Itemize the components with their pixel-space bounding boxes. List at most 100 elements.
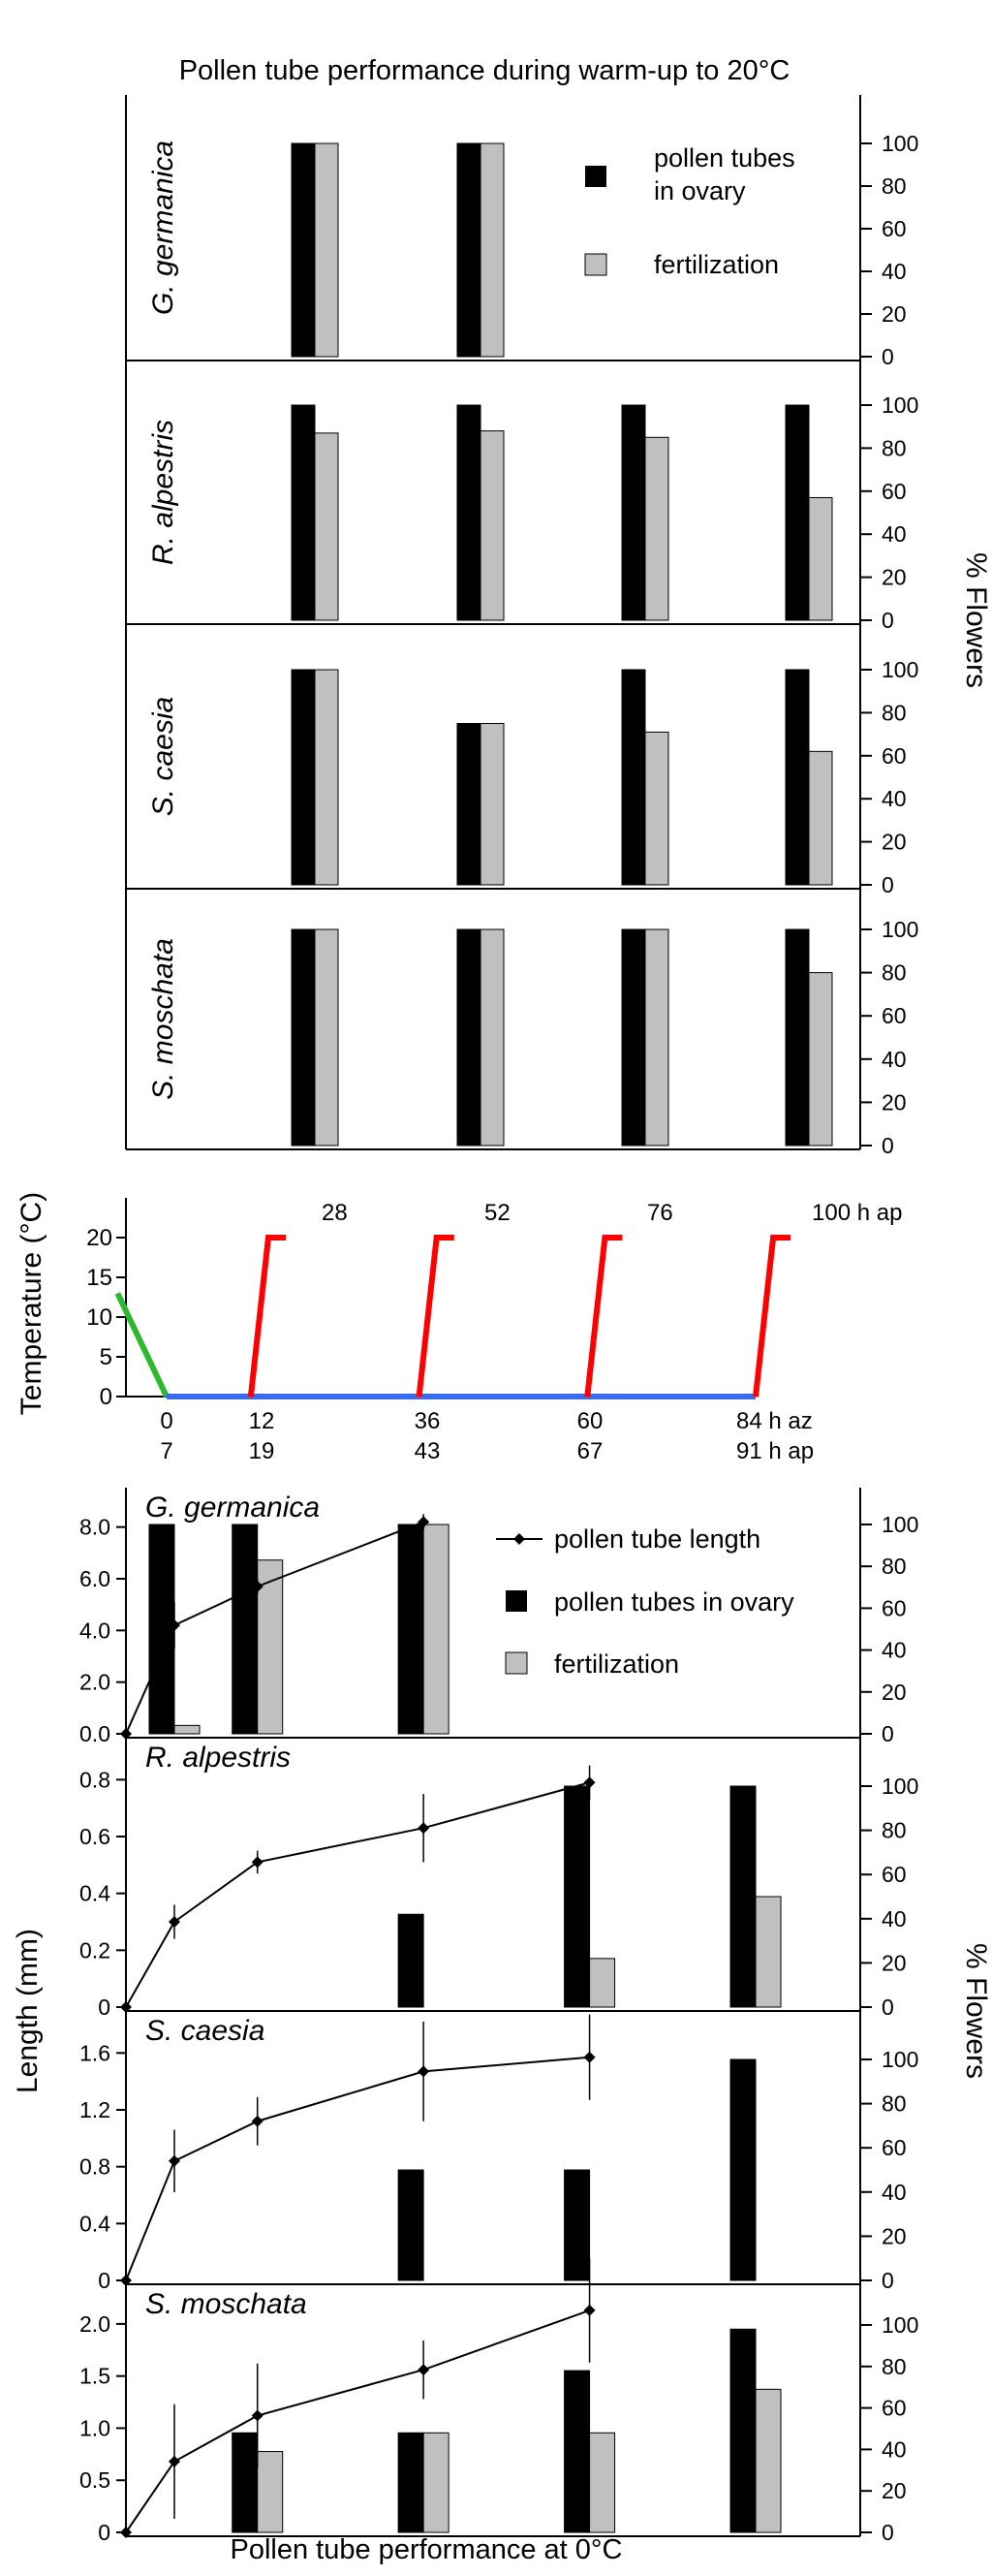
bottom-g-germanica-right-tick-label: 0 xyxy=(882,1721,894,1746)
bottom-g-germanica-length-point xyxy=(418,1516,430,1528)
bottom-s-caesia-left-tick-label: 1.2 xyxy=(79,2097,110,2122)
bottom-r-alpestris-left-tick-label: 0 xyxy=(98,1995,110,2020)
top-s-caesia-tubes-bar xyxy=(456,723,481,886)
top-s-moschata-tubes-bar xyxy=(785,928,810,1147)
top-g-germanica-tubes-bar xyxy=(291,142,316,358)
top-g-germanica-tick-label: 100 xyxy=(882,131,918,156)
bottom-s-moschata-length-point xyxy=(583,2304,596,2316)
bottom-ylabel-left: Length (mm) xyxy=(12,1929,44,2093)
top-r-alpestris-tick-label: 60 xyxy=(882,479,907,504)
bottom-r-alpestris-right-tick-label: 40 xyxy=(882,1906,907,1932)
bottom-s-moschata-left-tick-label: 0.5 xyxy=(79,2467,110,2493)
bottom-g-germanica-fert-bar xyxy=(422,1524,450,1735)
top-s-caesia-fert-bar xyxy=(644,731,669,886)
top-chart: 0 20 40 60 80 100 G. germanica 0 20 40 60 80 100 R. a… xyxy=(125,95,992,1158)
bottom-g-germanica-right-tick-label: 60 xyxy=(882,1595,907,1620)
top-g-germanica-species-label: G. germanica xyxy=(147,141,179,315)
temp-line-warm-up-3 xyxy=(584,1235,623,1398)
top-s-moschata-fert-bar xyxy=(808,972,833,1147)
bottom-s-moschata-left-tick-label: 1.5 xyxy=(79,2364,110,2389)
bottom-title: Pollen tube performance at 0°C xyxy=(231,2534,623,2565)
bottom-s-caesia-species-label: S. caesia xyxy=(145,2015,264,2047)
bottom-s-caesia-right-tick-label: 0 xyxy=(882,2268,894,2293)
bottom-s-caesia-length-point xyxy=(251,2115,264,2127)
top-r-alpestris-tick-label: 100 xyxy=(882,393,918,418)
bottom-r-alpestris-right-tick-label: 80 xyxy=(882,1818,907,1843)
bottom-r-alpestris-left-tick-label: 0.8 xyxy=(79,1767,110,1792)
bottom-r-alpestris-left-tick-label: 0.4 xyxy=(79,1881,110,1906)
top-s-caesia-tick-label: 20 xyxy=(882,830,907,855)
temp-az-label: 0 xyxy=(160,1408,172,1434)
bottom-legend-fert-text: fertilization xyxy=(554,1649,679,1679)
bottom-s-moschata-fert-bar xyxy=(422,2432,450,2533)
bottom-s-caesia-left-tick-label: 0.8 xyxy=(79,2154,110,2180)
temp-az-label: 60 xyxy=(577,1408,604,1434)
bottom-s-caesia-length-point xyxy=(120,2275,132,2286)
top-s-moschata-fert-bar xyxy=(644,928,669,1147)
temp-az-label: 12 xyxy=(249,1408,275,1434)
bottom-s-moschata-fert-bar xyxy=(257,2451,284,2533)
bottom-g-germanica-left-tick-label: 0.0 xyxy=(79,1721,110,1746)
bottom-g-germanica-left-tick-label: 6.0 xyxy=(79,1566,110,1591)
bottom-g-germanica-left-tick-label: 2.0 xyxy=(79,1670,110,1695)
top-ylabel: % Flowers xyxy=(960,552,992,688)
temp-top-label: 100 h ap xyxy=(812,1200,902,1226)
bottom-legend-length-text: pollen tube length xyxy=(554,1524,760,1554)
top-s-moschata-fert-bar xyxy=(480,928,505,1147)
bottom-s-caesia-right-tick-label: 40 xyxy=(882,2180,907,2205)
top-s-moschata-tick-label: 0 xyxy=(882,1133,894,1158)
temp-line-initial-cooling xyxy=(114,1292,170,1398)
top-s-caesia-tick-label: 0 xyxy=(882,872,894,897)
top-s-caesia-tick-label: 80 xyxy=(882,700,907,725)
bottom-s-moschata-length-point xyxy=(120,2527,132,2538)
top-r-alpestris-tubes-bar xyxy=(621,404,646,621)
top-g-germanica-tick-label: 20 xyxy=(882,301,907,327)
temp-line-warm-up-2 xyxy=(416,1235,454,1398)
temperature-chart: 0 5 10 15 20 Temperature (°C) 28 52 76 100 h ap 0 1… xyxy=(16,1192,902,1464)
bottom-s-moschata-right-tick-label: 80 xyxy=(882,2354,907,2379)
bottom-r-alpestris-right-tick-label: 20 xyxy=(882,1950,907,1975)
bottom-r-alpestris-tubes-bar xyxy=(729,1785,757,2008)
bottom-s-moschata-tubes-bar xyxy=(397,2432,424,2533)
temp-ap-label: 43 xyxy=(415,1438,441,1464)
top-r-alpestris-tick-label: 40 xyxy=(882,521,907,547)
bottom-g-germanica-left-tick-label: 8.0 xyxy=(79,1515,110,1540)
bottom-g-germanica-right-tick-label: 40 xyxy=(882,1638,907,1663)
bottom-s-caesia-tubes-bar xyxy=(564,2169,591,2281)
temp-y-tick-label: 15 xyxy=(86,1265,112,1291)
bottom-s-moschata-right-tick-label: 40 xyxy=(882,2436,907,2462)
bottom-r-alpestris-species-label: R. alpestris xyxy=(145,1742,291,1774)
top-s-moschata-tick-label: 60 xyxy=(882,1003,907,1028)
top-legend-fert-swatch xyxy=(584,253,607,276)
bottom-s-moschata-length-point xyxy=(418,2364,430,2376)
top-s-caesia-tick-label: 100 xyxy=(882,657,918,682)
bottom-s-moschata-tubes-bar xyxy=(564,2370,591,2533)
bottom-chart: 0 20 40 60 80 100 0.0 2.0 4.0 6.0 8.0 G. germanica 0… xyxy=(12,1488,992,2545)
top-s-caesia-fert-bar xyxy=(808,750,833,886)
bottom-r-alpestris-right-tick-label: 60 xyxy=(882,1862,907,1887)
temp-ap-label: 67 xyxy=(577,1438,604,1464)
temp-y-tick-label: 0 xyxy=(100,1384,112,1410)
top-r-alpestris-tubes-bar xyxy=(785,404,810,621)
bottom-s-moschata-species-label: S. moschata xyxy=(145,2288,307,2320)
top-s-moschata-tubes-bar xyxy=(291,928,316,1147)
top-legend-tubes-swatch xyxy=(585,166,606,187)
bottom-s-caesia-right-tick-label: 60 xyxy=(882,2135,907,2160)
bottom-r-alpestris-length-point xyxy=(120,2001,132,2013)
bottom-s-caesia-right-tick-label: 20 xyxy=(882,2223,907,2248)
bottom-legend-tubes-text: pollen tubes in ovary xyxy=(554,1587,794,1617)
bottom-g-germanica-right-tick-label: 20 xyxy=(882,1680,907,1705)
bottom-r-alpestris-left-tick-label: 0.2 xyxy=(79,1937,110,1963)
top-s-moschata-tick-label: 100 xyxy=(882,917,918,942)
top-r-alpestris-tick-label: 20 xyxy=(882,565,907,590)
bottom-s-caesia-length-point xyxy=(583,2051,596,2063)
bottom-g-germanica-right-tick-label: 80 xyxy=(882,1554,907,1579)
bottom-g-germanica-fert-bar xyxy=(257,1559,284,1735)
bottom-g-germanica-length-point xyxy=(251,1581,264,1592)
bottom-legend-fert-swatch xyxy=(505,1651,528,1675)
bottom-g-germanica-left-tick-label: 4.0 xyxy=(79,1618,110,1643)
bottom-r-alpestris-fert-bar xyxy=(755,1896,782,2008)
top-r-alpestris-fert-bar xyxy=(480,430,505,621)
top-r-alpestris-tubes-bar xyxy=(291,404,316,621)
bottom-s-caesia-tubes-bar xyxy=(397,2169,424,2281)
